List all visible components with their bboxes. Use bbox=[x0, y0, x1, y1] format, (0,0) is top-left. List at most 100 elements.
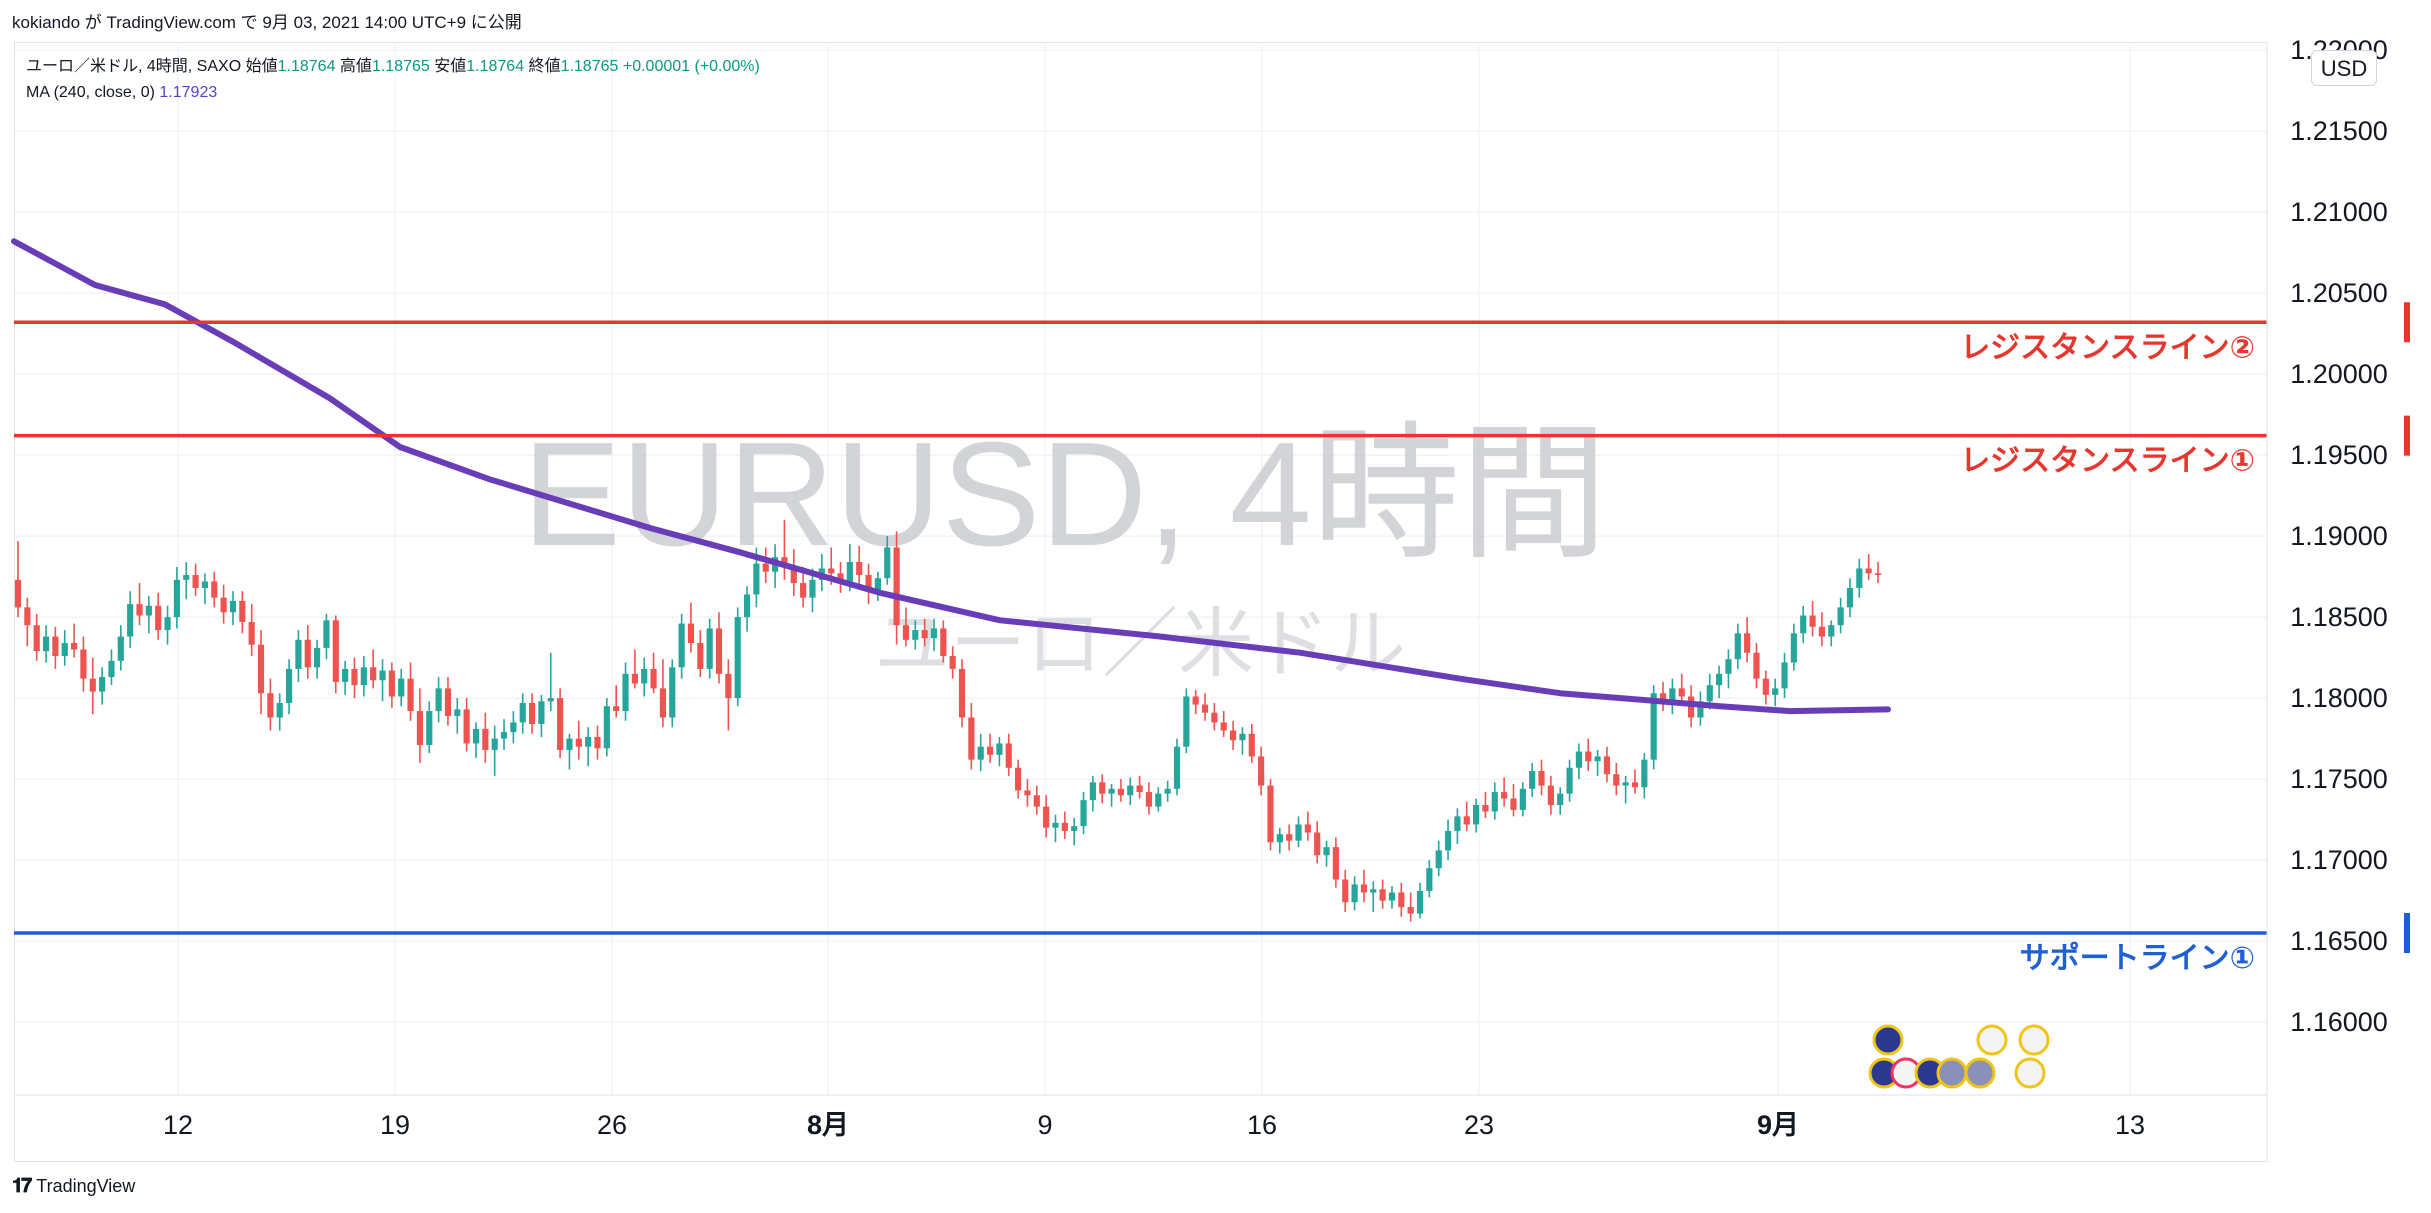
price-level-line[interactable]: レジスタンスライン②1.20320 bbox=[14, 302, 2410, 365]
candle bbox=[940, 620, 947, 663]
candle bbox=[500, 719, 508, 750]
candle bbox=[1108, 783, 1115, 807]
candle bbox=[1800, 605, 1807, 644]
price-tick-label: 1.18500 bbox=[2290, 602, 2388, 632]
candle bbox=[856, 545, 863, 588]
candle bbox=[566, 733, 573, 770]
candle bbox=[1519, 782, 1526, 817]
candle bbox=[1585, 738, 1592, 771]
candle bbox=[1061, 811, 1068, 840]
candle bbox=[444, 677, 452, 726]
eu-event-icon[interactable] bbox=[1936, 1057, 1968, 1089]
candle bbox=[1734, 623, 1741, 669]
price-tick-label: 1.20000 bbox=[2290, 359, 2388, 389]
candle bbox=[370, 649, 377, 689]
time-tick-label: 12 bbox=[163, 1110, 193, 1140]
ohlc-legend: ユーロ／米ドル, 4時間, SAXO 始値1.18764 高値1.18765 安… bbox=[26, 58, 760, 75]
candle bbox=[80, 636, 87, 692]
candle bbox=[1435, 840, 1442, 877]
candle bbox=[342, 660, 349, 695]
eu-event-icon[interactable] bbox=[1964, 1057, 1996, 1089]
candle bbox=[893, 531, 900, 645]
candle bbox=[1332, 837, 1339, 888]
candle bbox=[398, 668, 405, 707]
us-event-icon[interactable] bbox=[1976, 1024, 2008, 1056]
candle bbox=[42, 625, 50, 663]
candle bbox=[1304, 811, 1311, 841]
candle bbox=[902, 607, 910, 647]
us-event-icon[interactable] bbox=[2018, 1024, 2050, 1056]
candle bbox=[1547, 775, 1554, 815]
candle bbox=[1510, 783, 1517, 817]
candle bbox=[1781, 652, 1788, 699]
candle bbox=[323, 613, 330, 660]
candle bbox=[1594, 749, 1601, 776]
candle bbox=[1865, 553, 1872, 580]
candle bbox=[1538, 759, 1545, 796]
candle bbox=[977, 733, 984, 771]
price-tick-label: 1.19000 bbox=[2290, 521, 2388, 551]
candle bbox=[930, 618, 938, 652]
candle bbox=[1015, 759, 1022, 799]
footer-brand: TradingView bbox=[36, 1176, 136, 1196]
candle bbox=[248, 604, 255, 656]
candle bbox=[528, 693, 536, 734]
price-tick-label: 1.16500 bbox=[2290, 926, 2388, 956]
candle bbox=[1622, 775, 1629, 804]
candle bbox=[482, 712, 489, 763]
candle bbox=[1501, 777, 1508, 807]
wikifx-watermark bbox=[2030, 1060, 2390, 1160]
price-level-name: サポートライン① bbox=[2020, 941, 2255, 976]
candle bbox=[1052, 814, 1059, 843]
candle bbox=[715, 612, 723, 684]
candle bbox=[1566, 759, 1573, 802]
candle bbox=[1772, 678, 1779, 707]
candle bbox=[1697, 691, 1704, 726]
candle bbox=[211, 571, 218, 608]
candle bbox=[659, 659, 667, 728]
candle bbox=[1080, 792, 1087, 835]
candle bbox=[1444, 819, 1452, 861]
candle bbox=[1211, 702, 1218, 731]
candle bbox=[426, 701, 433, 754]
candle bbox=[1744, 617, 1751, 663]
candle bbox=[360, 655, 367, 697]
candle bbox=[837, 562, 844, 593]
candle bbox=[1379, 879, 1386, 909]
candle bbox=[669, 659, 676, 728]
candle bbox=[557, 688, 564, 759]
candle bbox=[1388, 886, 1396, 909]
candle bbox=[1631, 769, 1639, 794]
candle bbox=[1136, 775, 1143, 799]
candle bbox=[1043, 795, 1050, 838]
candle bbox=[454, 698, 461, 734]
candle bbox=[687, 602, 695, 653]
candle bbox=[267, 678, 274, 731]
candle bbox=[1248, 724, 1255, 763]
candle bbox=[14, 540, 22, 618]
candle bbox=[519, 693, 526, 734]
eu-event-icon[interactable] bbox=[1872, 1024, 1904, 1056]
candle bbox=[790, 549, 797, 597]
candle bbox=[136, 583, 143, 626]
candle bbox=[164, 605, 171, 645]
candle bbox=[1220, 711, 1227, 737]
candle bbox=[781, 519, 788, 580]
candle bbox=[1491, 782, 1498, 820]
candle bbox=[547, 652, 554, 712]
candle bbox=[304, 625, 311, 679]
candle bbox=[1725, 649, 1732, 689]
candle bbox=[1239, 727, 1246, 755]
footer: 𝟏𝟕 TradingView bbox=[12, 1175, 135, 1198]
candle bbox=[229, 591, 237, 626]
candle bbox=[1229, 720, 1237, 750]
price-tick-label: 1.21500 bbox=[2290, 116, 2388, 146]
currency-button[interactable]: USD bbox=[2311, 50, 2377, 86]
time-axis: 12 19 26 8月 9 16 23 9月 13 bbox=[14, 1094, 2267, 1140]
candle bbox=[1201, 693, 1209, 721]
us-event-icon[interactable] bbox=[2014, 1057, 2046, 1089]
candle bbox=[1267, 779, 1274, 851]
economic-events bbox=[1868, 1024, 2050, 1089]
